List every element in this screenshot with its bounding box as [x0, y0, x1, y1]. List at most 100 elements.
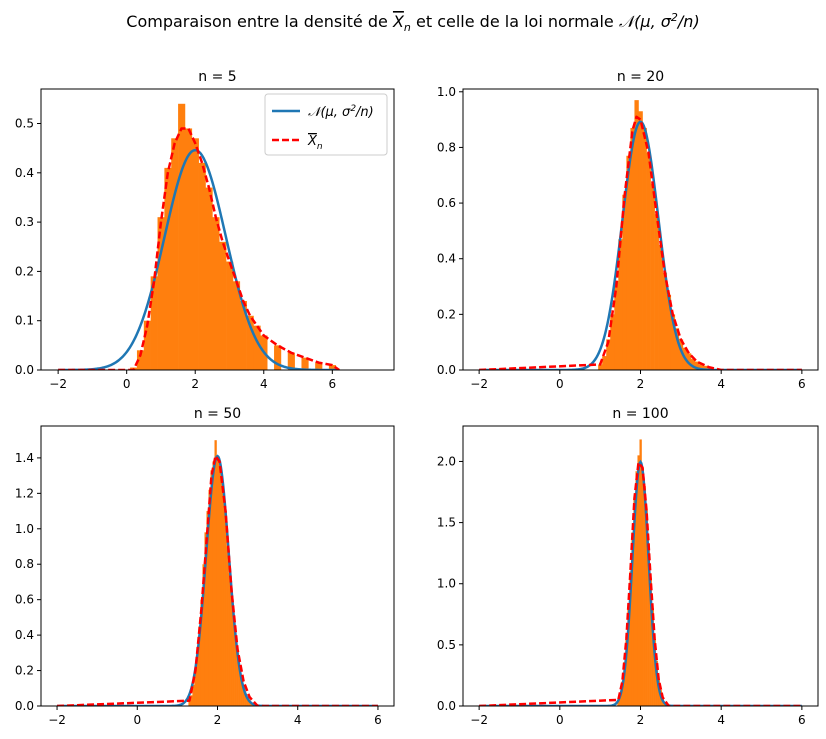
histogram-bar — [631, 532, 634, 706]
histogram-bar — [239, 300, 247, 370]
histogram-bar — [246, 315, 254, 370]
histogram-bar — [287, 352, 295, 370]
histogram-bar — [238, 667, 241, 706]
subplot-n50: −2 0 2 4 6 0.0 0.2 0.4 0.6 0.8 1.0 1.2 1.4 n = 50 — [15, 406, 395, 727]
legend-normal-label: 𝒩(μ, σ2/n) — [308, 104, 374, 120]
histogram-bar — [205, 187, 213, 370]
histogram-bar — [191, 138, 199, 370]
histogram-bar — [637, 455, 640, 706]
subplot-title: n = 100 — [612, 406, 668, 422]
histogram-bar — [619, 693, 622, 706]
x-tick-label: 2 — [214, 713, 222, 727]
histogram-bar — [610, 314, 615, 370]
y-tick-label: 0.5 — [437, 638, 456, 652]
histogram-bar — [196, 651, 199, 706]
xbar-density-curve — [56, 454, 378, 706]
histogram-bar — [623, 661, 626, 706]
histogram-bar — [626, 155, 631, 370]
histogram-bar — [639, 439, 642, 706]
histogram-bar — [638, 111, 643, 370]
normal-density-curve — [479, 459, 802, 706]
histogram-bar — [654, 214, 659, 370]
y-tick-label: 0.5 — [15, 117, 34, 131]
x-tick-label: −2 — [470, 713, 488, 727]
legend: 𝒩(μ, σ2/n) Xn — [264, 93, 388, 156]
histogram-bar — [633, 498, 636, 706]
legend-frame — [264, 93, 388, 156]
histogram-bar — [678, 339, 684, 370]
x-tick-label: 6 — [798, 377, 806, 391]
subplot-n5: −2 0 2 4 6 0.0 0.1 0.2 0.3 0.4 0.5 n = 5 — [15, 69, 395, 391]
xbar-density-curve — [479, 461, 802, 706]
histogram-bar — [621, 681, 624, 706]
histogram-bar — [232, 617, 235, 706]
histogram-bar — [627, 608, 630, 706]
y-tick-label: 0.2 — [15, 664, 34, 678]
plot-area — [58, 103, 340, 370]
histogram-bar — [629, 571, 632, 706]
histogram-bar — [253, 325, 261, 370]
y-tick-label: 0.4 — [15, 628, 34, 642]
suptitle-middle: et celle de la loi normale — [411, 12, 619, 31]
x-tick-label: 0 — [123, 377, 131, 391]
y-tick-label: 1.4 — [15, 451, 34, 465]
y-tick-label: 1.0 — [437, 85, 456, 99]
x-tick-label: −2 — [470, 377, 488, 391]
histogram-bar — [694, 361, 700, 370]
y-tick-label: 1.2 — [15, 486, 34, 500]
histogram-bar — [617, 699, 620, 706]
x-tick-label: 6 — [328, 377, 336, 391]
histogram-bar — [171, 138, 179, 370]
histogram-bar — [328, 365, 337, 370]
y-tick-label: 0.6 — [15, 593, 34, 607]
legend-xbar-label: Xn — [307, 134, 323, 152]
histogram-bar — [236, 651, 239, 706]
histogram-bar — [670, 314, 676, 370]
histogram-bar — [232, 281, 241, 370]
xbar-density-curve — [58, 127, 340, 370]
legend-normal-text: 𝒩(μ, σ — [308, 105, 351, 120]
y-tick-label: 0.6 — [437, 196, 456, 210]
histogram-bar — [622, 194, 627, 370]
histogram-bar — [224, 511, 227, 706]
histogram-bar — [184, 128, 193, 370]
suptitle-normal-sup: 2 — [671, 11, 678, 24]
histogram-bar — [228, 573, 231, 706]
suptitle-normal-end: /n) — [676, 12, 700, 31]
y-tick-label: 1.0 — [437, 577, 456, 591]
y-tick-label: 0.8 — [15, 557, 34, 571]
suptitle-xbar: X — [392, 12, 405, 31]
x-tick-label: 2 — [637, 377, 645, 391]
histogram-bar — [634, 100, 639, 370]
histogram-bar — [651, 608, 654, 706]
suptitle-prefix: Comparaison entre la densité de — [126, 12, 393, 31]
histogram-bar — [649, 577, 652, 706]
x-tick-label: 6 — [798, 713, 806, 727]
y-tick-label: 1.5 — [437, 516, 456, 530]
subplot-title: n = 50 — [194, 406, 241, 422]
histogram-bar — [218, 463, 221, 706]
histogram-bar — [157, 217, 165, 370]
x-tick-label: 6 — [374, 713, 382, 727]
histogram-bar — [178, 103, 186, 370]
histogram-bar — [641, 467, 644, 706]
histogram-bar — [202, 564, 205, 706]
histogram-bar — [220, 475, 223, 706]
histogram-bar — [674, 328, 680, 370]
histogram-bar — [190, 695, 193, 706]
histogram-bar — [246, 697, 249, 706]
histogram-bar — [690, 358, 696, 370]
histogram-bar — [274, 345, 282, 370]
histogram-bar — [216, 457, 219, 706]
x-tick-label: 0 — [133, 713, 141, 727]
subplot-title: n = 20 — [617, 69, 664, 85]
histogram-bar — [226, 261, 234, 370]
histogram-bar — [658, 244, 663, 370]
histogram-bar — [194, 670, 197, 706]
x-tick-label: −2 — [48, 713, 66, 727]
histogram-bar — [150, 276, 158, 370]
y-tick-label: 0.2 — [15, 264, 34, 278]
histogram-bar — [301, 357, 309, 370]
y-tick-label: 1.0 — [15, 522, 34, 536]
